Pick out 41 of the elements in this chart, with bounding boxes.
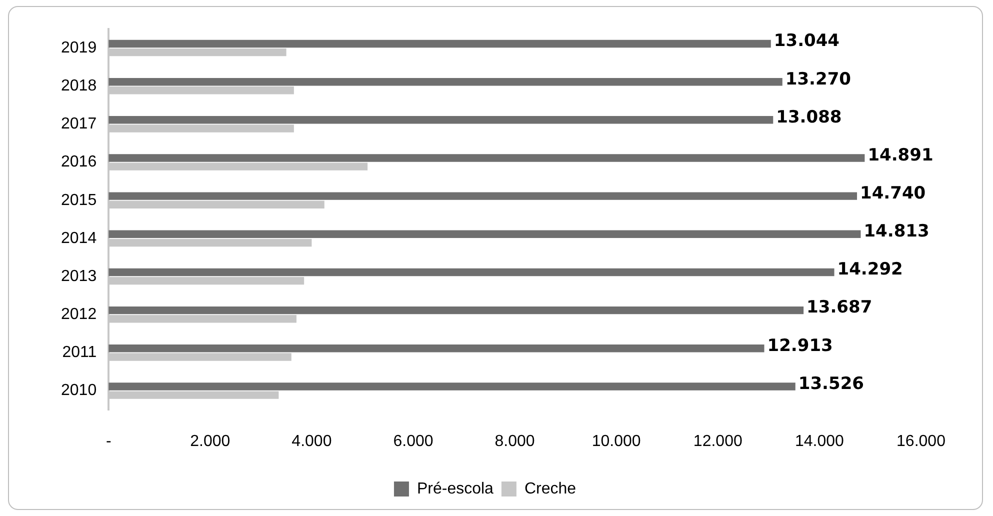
x-tick-label: 2.000 [190,432,230,450]
y-tick-label: 2015 [61,192,97,209]
bar [108,382,796,390]
data-label: 13.088 [776,107,842,128]
x-tick-label: 12.000 [693,432,742,450]
data-label: 14.292 [837,260,903,280]
data-label: 13.270 [785,69,852,90]
bar [108,230,861,238]
y-tick-label: 2010 [61,382,97,400]
x-tick-label: 4.000 [292,432,332,450]
data-label: 13.687 [806,298,872,318]
x-tick-label: 16.000 [896,432,946,450]
data-label: 13.044 [774,31,840,52]
data-label: 13.526 [798,374,864,394]
y-tick-label: 2014 [61,230,97,247]
x-tick-label: 10.000 [592,432,641,450]
y-tick-label: 2013 [61,268,97,285]
data-label: 12.913 [767,336,833,356]
data-label: 14.740 [860,184,926,204]
x-tick-label: 6.000 [393,432,434,450]
bar [108,40,771,48]
data-label: 14.813 [864,222,930,242]
data-label: 14.891 [868,145,934,166]
legend-label: Creche [524,480,576,498]
y-tick-label: 2012 [61,306,97,324]
y-tick-label: 2018 [61,78,97,95]
bar [108,344,764,352]
x-tick-label: 14.000 [794,432,844,450]
x-tick-label: - [106,432,112,450]
y-tick-label: 2011 [62,344,97,362]
y-tick-label: 2016 [61,154,97,171]
y-tick-label: 2019 [61,39,97,56]
bar [108,78,782,86]
bar [108,192,858,200]
bar [108,268,834,276]
bar [108,116,774,124]
bar [108,154,865,162]
y-tick-label: 2017 [61,116,97,133]
legend-label: Pré-escola [416,480,494,498]
bar [108,306,804,314]
x-tick-label: 8.000 [494,432,535,450]
